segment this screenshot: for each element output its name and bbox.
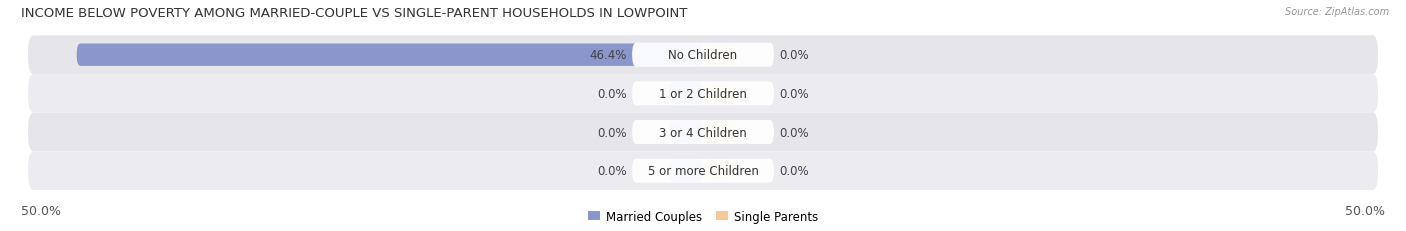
FancyBboxPatch shape: [669, 160, 703, 182]
Text: 0.0%: 0.0%: [598, 164, 627, 177]
Text: 0.0%: 0.0%: [598, 126, 627, 139]
Text: 0.0%: 0.0%: [779, 164, 808, 177]
Text: 0.0%: 0.0%: [598, 88, 627, 100]
FancyBboxPatch shape: [633, 121, 773, 144]
Text: INCOME BELOW POVERTY AMONG MARRIED-COUPLE VS SINGLE-PARENT HOUSEHOLDS IN LOWPOIN: INCOME BELOW POVERTY AMONG MARRIED-COUPL…: [21, 7, 688, 20]
Text: 3 or 4 Children: 3 or 4 Children: [659, 126, 747, 139]
Text: 0.0%: 0.0%: [779, 126, 808, 139]
Text: 1 or 2 Children: 1 or 2 Children: [659, 88, 747, 100]
FancyBboxPatch shape: [669, 83, 703, 105]
FancyBboxPatch shape: [703, 44, 737, 67]
Text: 0.0%: 0.0%: [779, 49, 808, 62]
Text: 46.4%: 46.4%: [589, 49, 627, 62]
Text: Source: ZipAtlas.com: Source: ZipAtlas.com: [1285, 7, 1389, 17]
FancyBboxPatch shape: [703, 121, 737, 144]
FancyBboxPatch shape: [703, 160, 737, 182]
FancyBboxPatch shape: [28, 152, 1378, 190]
Text: No Children: No Children: [668, 49, 738, 62]
Text: 50.0%: 50.0%: [21, 204, 60, 217]
FancyBboxPatch shape: [633, 159, 773, 183]
FancyBboxPatch shape: [703, 83, 737, 105]
FancyBboxPatch shape: [77, 44, 703, 67]
Text: 50.0%: 50.0%: [1346, 204, 1385, 217]
FancyBboxPatch shape: [669, 121, 703, 144]
FancyBboxPatch shape: [28, 113, 1378, 152]
Text: 5 or more Children: 5 or more Children: [648, 164, 758, 177]
FancyBboxPatch shape: [633, 43, 773, 67]
Text: 0.0%: 0.0%: [779, 88, 808, 100]
FancyBboxPatch shape: [28, 36, 1378, 75]
Legend: Married Couples, Single Parents: Married Couples, Single Parents: [588, 210, 818, 223]
FancyBboxPatch shape: [28, 75, 1378, 113]
FancyBboxPatch shape: [633, 82, 773, 106]
